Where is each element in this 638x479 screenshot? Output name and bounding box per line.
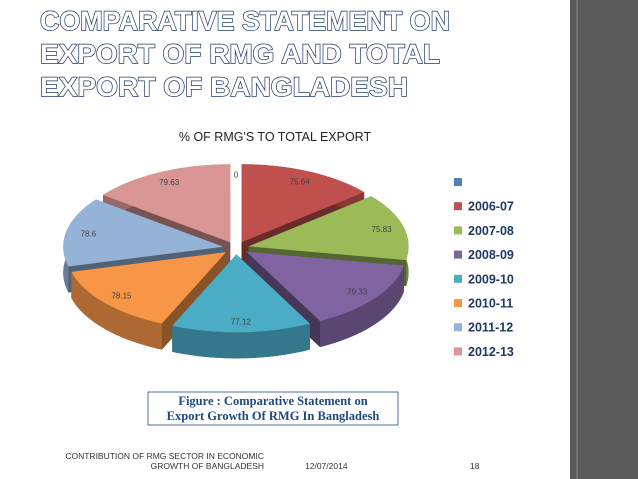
caption-box — [147, 391, 399, 426]
data-label: 0 — [234, 171, 239, 180]
slide-title: EXPORT OF RMG AND TOTAL — [40, 39, 440, 69]
slice-side — [71, 271, 162, 350]
caption: Figure : Comparative Statement on — [178, 394, 367, 408]
legend: 2006-07 2007-08 2008-09 2009-10 2010-11 2011-… — [454, 178, 514, 359]
slice — [241, 164, 365, 243]
legend-swatch — [454, 226, 462, 235]
footer-text: CONTRIBUTION OF RMG SECTOR IN ECONOMIC — [65, 451, 264, 461]
legend-label: 2007-08 — [468, 224, 514, 238]
data-label: 79.63 — [159, 178, 180, 187]
legend-swatch — [454, 299, 462, 307]
data-label: 78.15 — [111, 292, 132, 301]
slice — [63, 199, 224, 267]
legend-label: 2006-07 — [468, 200, 514, 214]
legend-swatch — [454, 323, 462, 332]
legend-label: 2008-09 — [468, 248, 514, 262]
legend-label: 2012-13 — [468, 345, 514, 359]
legend-swatch — [454, 178, 462, 186]
data-label: 75.64 — [290, 177, 311, 186]
footer-date: 12/07/2014 — [305, 461, 348, 471]
slice — [246, 251, 404, 322]
legend-swatch — [454, 250, 462, 259]
legend-swatch — [454, 347, 462, 356]
data-label: 77.12 — [231, 317, 252, 326]
slide-title: COMPARATIVE STATEMENT ON — [40, 6, 450, 36]
legend-label: 2009-10 — [468, 272, 514, 286]
caption: Export Growth Of RMG In Bangladesh — [167, 409, 380, 423]
legend-label: 2010-11 — [468, 297, 513, 311]
slice — [172, 254, 310, 333]
data-label: 78.6 — [81, 230, 97, 239]
legend-swatch — [454, 274, 462, 283]
data-label: 75.83 — [372, 225, 393, 234]
slice-side — [172, 323, 310, 359]
pie: 0 75.64 75.83 79.33 77.12 78.15 78.6 79.63 — [63, 164, 409, 359]
data-label: 79.33 — [347, 288, 368, 297]
legend-label: 2011-12 — [468, 321, 513, 335]
slice — [71, 252, 227, 324]
page-number: 18 — [470, 461, 480, 471]
side-stripe — [570, 0, 638, 479]
slide-title: EXPORT OF BANGLADESH — [40, 72, 408, 102]
legend-swatch — [454, 202, 462, 211]
chart-title: % OF RMG'S TO TOTAL EXPORT — [179, 130, 372, 144]
slice — [103, 164, 231, 243]
footer-text: GROWTH OF BANGLADESH — [151, 461, 264, 471]
slice — [248, 196, 409, 261]
slice-side — [319, 265, 404, 348]
